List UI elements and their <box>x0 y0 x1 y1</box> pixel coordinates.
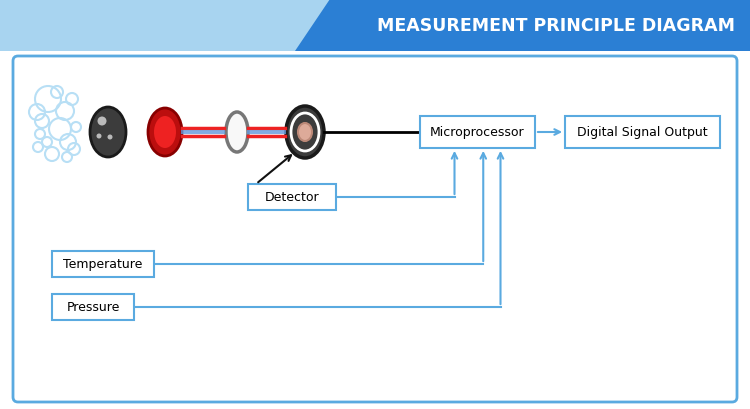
Ellipse shape <box>298 124 312 142</box>
Text: Digital Signal Output: Digital Signal Output <box>578 126 708 139</box>
Text: Pressure: Pressure <box>66 301 120 314</box>
Ellipse shape <box>226 113 248 153</box>
Ellipse shape <box>148 109 182 157</box>
FancyBboxPatch shape <box>420 117 535 148</box>
Text: Detector: Detector <box>265 191 320 204</box>
Ellipse shape <box>90 108 126 157</box>
Polygon shape <box>295 0 750 52</box>
Ellipse shape <box>154 117 176 148</box>
Text: MEASUREMENT PRINCIPLE DIAGRAM: MEASUREMENT PRINCIPLE DIAGRAM <box>377 17 735 35</box>
FancyBboxPatch shape <box>248 184 336 211</box>
Text: Temperature: Temperature <box>63 258 142 271</box>
Text: Microprocessor: Microprocessor <box>430 126 525 139</box>
FancyBboxPatch shape <box>565 117 720 148</box>
FancyBboxPatch shape <box>52 252 154 277</box>
FancyBboxPatch shape <box>52 294 134 320</box>
Circle shape <box>107 135 112 140</box>
Circle shape <box>97 134 101 139</box>
Bar <box>0 0 750 52</box>
FancyBboxPatch shape <box>13 57 737 402</box>
Ellipse shape <box>286 107 324 159</box>
Circle shape <box>98 117 106 126</box>
